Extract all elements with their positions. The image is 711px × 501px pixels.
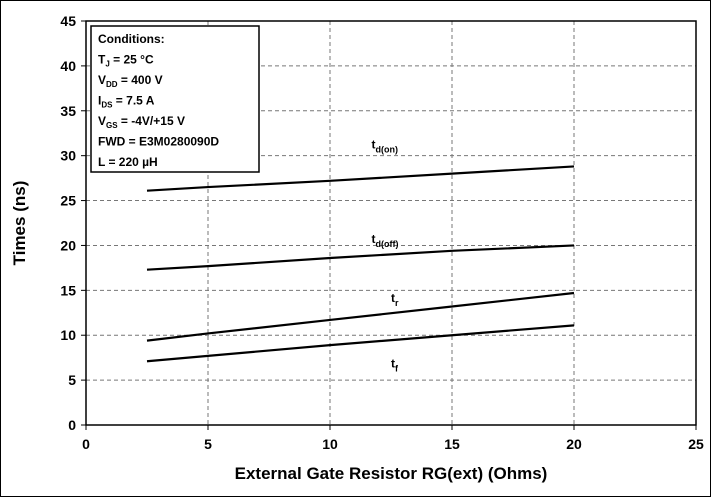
y-tick-label: 10 xyxy=(60,327,76,343)
condition-line: IDS = 7.5 A xyxy=(98,94,155,110)
series-lines xyxy=(146,165,575,363)
plot-area xyxy=(85,20,697,426)
x-tick-label: 0 xyxy=(82,436,90,452)
series-line-don xyxy=(146,165,575,192)
conditions-border xyxy=(90,25,260,173)
y-tick-label: 5 xyxy=(68,372,76,388)
condition-line: L = 220 µH xyxy=(98,155,158,169)
tick-labels: 0 5 10 15 20 25 0 5 10 15 20 25 30 35 40 45 xyxy=(60,13,704,452)
series-labels: td(on) td(off) tr tf xyxy=(371,137,399,373)
series-label-don: td(on) xyxy=(371,137,398,154)
condition-line: TJ = 25 °C xyxy=(98,53,154,69)
x-axis-title: External Gate Resistor RG(ext) (Ohms) xyxy=(235,464,548,483)
y-tick-label: 15 xyxy=(60,282,76,298)
series-label-r: tr xyxy=(391,291,399,308)
x-tick-label: 5 xyxy=(204,436,212,452)
y-tick-label: 35 xyxy=(60,103,76,119)
series-line-f xyxy=(146,324,575,363)
plot-border xyxy=(85,20,697,426)
x-tick-label: 15 xyxy=(444,436,460,452)
condition-line: FWD = E3M0280090D xyxy=(98,135,219,149)
conditions-title: Conditions: xyxy=(98,32,165,46)
y-tick-label: 45 xyxy=(60,13,76,29)
x-tick-label: 10 xyxy=(322,436,338,452)
x-tick-label: 25 xyxy=(688,436,704,452)
x-tick-label: 20 xyxy=(566,436,582,452)
y-tick-label: 0 xyxy=(68,417,76,433)
y-tick-label: 30 xyxy=(60,148,76,164)
series-label-doff: td(off) xyxy=(371,232,398,249)
condition-line: VDD = 400 V xyxy=(98,73,163,89)
series-line-r xyxy=(146,291,575,342)
y-tick-label: 20 xyxy=(60,237,76,253)
conditions-box: Conditions: TJ = 25 °C VDD = 400 V IDS = 7.… xyxy=(90,25,260,173)
y-tick-label: 25 xyxy=(60,193,76,209)
y-tick-label: 40 xyxy=(60,58,76,74)
series-label-f: tf xyxy=(391,357,399,374)
series-line-doff xyxy=(146,244,575,271)
y-axis-title: Times (ns) xyxy=(10,181,29,266)
condition-line: VGS = -4V/+15 V xyxy=(98,114,185,130)
